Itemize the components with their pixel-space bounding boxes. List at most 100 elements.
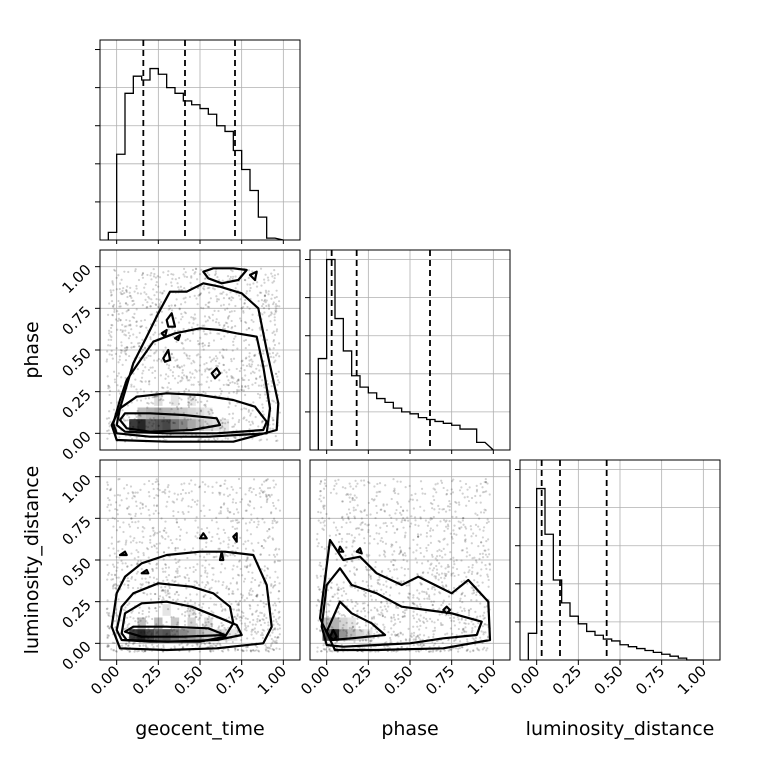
density-geocent_time-vs-luminosity_distance-sample bbox=[156, 532, 159, 535]
density-geocent_time-vs-phase-sample bbox=[122, 286, 125, 290]
density-phase-vs-luminosity_distance-sample bbox=[433, 642, 437, 645]
density-geocent_time-vs-phase-sample bbox=[231, 417, 234, 420]
density-geocent_time-vs-luminosity_distance-sample bbox=[122, 530, 125, 534]
density-geocent_time-vs-luminosity_distance-sample bbox=[234, 647, 237, 651]
density-geocent_time-vs-luminosity_distance-panel bbox=[99, 459, 301, 661]
density-geocent_time-vs-luminosity_distance-sample bbox=[211, 617, 214, 620]
density-geocent_time-vs-luminosity_distance-sample bbox=[107, 613, 110, 616]
density-geocent_time-vs-phase-sample bbox=[127, 337, 131, 340]
density-phase-vs-luminosity_distance-sample bbox=[419, 505, 422, 508]
density-geocent_time-vs-phase-sample bbox=[212, 437, 216, 440]
density-geocent_time-vs-phase-sample bbox=[133, 345, 136, 348]
density-phase-vs-luminosity_distance-sample bbox=[432, 635, 435, 638]
density-geocent_time-vs-luminosity_distance-sample bbox=[210, 610, 213, 613]
density-geocent_time-vs-phase-sample bbox=[227, 317, 230, 320]
density-phase-vs-luminosity_distance-sample bbox=[356, 609, 359, 612]
density-phase-vs-luminosity_distance-sample bbox=[409, 498, 412, 501]
density-geocent_time-vs-phase-sample bbox=[167, 381, 170, 385]
density-geocent_time-vs-luminosity_distance-sample bbox=[178, 559, 181, 562]
density-phase-vs-luminosity_distance-sample bbox=[346, 532, 349, 536]
density-geocent_time-vs-phase-sample bbox=[157, 357, 161, 361]
density-geocent_time-vs-phase-sample bbox=[184, 339, 187, 342]
density-geocent_time-vs-luminosity_distance-sample bbox=[124, 643, 128, 646]
density-phase-vs-luminosity_distance-sample bbox=[337, 597, 340, 600]
density-geocent_time-vs-luminosity_distance-sample bbox=[245, 646, 248, 649]
density-phase-vs-luminosity_distance-sample bbox=[400, 520, 403, 524]
density-geocent_time-vs-luminosity_distance-sample bbox=[106, 645, 109, 648]
density-geocent_time-vs-luminosity_distance-sample bbox=[243, 577, 247, 580]
density-geocent_time-vs-luminosity_distance-sample bbox=[149, 534, 152, 538]
density-phase-vs-luminosity_distance-sample bbox=[372, 615, 376, 618]
density-geocent_time-vs-luminosity_distance-sample bbox=[177, 593, 180, 597]
density-geocent_time-vs-phase-sample bbox=[182, 273, 185, 276]
density-geocent_time-vs-phase-sample bbox=[149, 274, 152, 277]
density-geocent_time-vs-phase-sample bbox=[251, 420, 254, 423]
density-geocent_time-vs-luminosity_distance-sample bbox=[271, 631, 274, 634]
density-phase-vs-luminosity_distance-sample bbox=[323, 524, 326, 527]
density-geocent_time-vs-phase-sample bbox=[243, 339, 246, 342]
density-geocent_time-vs-phase-sample bbox=[126, 404, 130, 407]
density-geocent_time-vs-phase-sample bbox=[215, 318, 218, 321]
density-geocent_time-vs-luminosity_distance-sample bbox=[161, 536, 164, 539]
density-geocent_time-vs-phase-sample bbox=[107, 429, 110, 432]
density-geocent_time-vs-luminosity_distance-sample bbox=[249, 533, 253, 536]
density-geocent_time-vs-luminosity_distance-sample bbox=[110, 578, 113, 581]
density-geocent_time-vs-luminosity_distance-sample bbox=[116, 540, 120, 543]
density-geocent_time-vs-luminosity_distance-sample bbox=[272, 639, 275, 642]
density-geocent_time-vs-phase-sample bbox=[109, 291, 113, 294]
density-geocent_time-vs-phase-sample bbox=[129, 323, 132, 326]
density-phase-vs-luminosity_distance-sample bbox=[441, 623, 444, 626]
density-geocent_time-vs-luminosity_distance-sample bbox=[176, 571, 179, 575]
density-geocent_time-vs-phase-sample bbox=[219, 387, 222, 390]
density-geocent_time-vs-luminosity_distance-sample bbox=[261, 490, 264, 493]
density-phase-vs-luminosity_distance-sample bbox=[461, 519, 464, 522]
density-phase-vs-luminosity_distance-sample bbox=[381, 540, 384, 543]
density-geocent_time-vs-phase-sample bbox=[170, 281, 173, 284]
density-geocent_time-vs-phase-sample bbox=[139, 292, 143, 295]
density-geocent_time-vs-phase-sample bbox=[131, 304, 134, 307]
density-geocent_time-vs-luminosity_distance-sample bbox=[232, 608, 235, 611]
density-geocent_time-vs-phase-sample bbox=[180, 341, 183, 345]
density-geocent_time-vs-luminosity_distance-sample bbox=[200, 614, 203, 617]
density-geocent_time-vs-luminosity_distance-sample bbox=[225, 585, 228, 588]
density-phase-vs-luminosity_distance-sample bbox=[396, 527, 399, 531]
density-phase-vs-luminosity_distance-sample bbox=[470, 620, 473, 623]
density-phase-vs-luminosity_distance-sample bbox=[318, 629, 322, 632]
density-geocent_time-vs-phase-sample bbox=[186, 357, 189, 360]
density-geocent_time-vs-phase-sample bbox=[190, 403, 193, 406]
density-geocent_time-vs-luminosity_distance-sample bbox=[144, 644, 147, 647]
density-geocent_time-vs-luminosity_distance-sample bbox=[205, 541, 208, 544]
density-geocent_time-vs-luminosity_distance-sample bbox=[253, 507, 256, 510]
density-geocent_time-vs-phase-sample bbox=[231, 375, 234, 379]
density-geocent_time-vs-phase-sample bbox=[265, 364, 269, 367]
density-geocent_time-vs-luminosity_distance-sample bbox=[236, 613, 239, 616]
density-phase-vs-luminosity_distance-sample bbox=[439, 520, 442, 523]
xtick-label-phase-0: 0.00 bbox=[297, 662, 333, 698]
density-geocent_time-vs-luminosity_distance-sample bbox=[255, 526, 259, 529]
density-geocent_time-vs-luminosity_distance-sample bbox=[239, 500, 242, 504]
density-phase-vs-luminosity_distance-sample bbox=[416, 499, 419, 502]
density-phase-vs-luminosity_distance-sample bbox=[392, 630, 395, 633]
density-phase-vs-luminosity_distance-sample bbox=[388, 594, 391, 597]
density-geocent_time-vs-luminosity_distance-sample bbox=[107, 645, 110, 648]
density-phase-vs-luminosity_distance-sample bbox=[382, 592, 385, 596]
density-geocent_time-vs-phase-density-cell-19 bbox=[195, 407, 205, 420]
density-geocent_time-vs-phase-sample bbox=[181, 422, 184, 426]
density-geocent_time-vs-phase-sample bbox=[227, 325, 230, 328]
density-phase-vs-luminosity_distance-sample bbox=[444, 510, 448, 513]
density-geocent_time-vs-luminosity_distance-sample bbox=[275, 620, 278, 623]
density-geocent_time-vs-phase-sample bbox=[164, 346, 167, 349]
density-geocent_time-vs-luminosity_distance-sample bbox=[108, 554, 112, 557]
density-geocent_time-vs-phase-sample bbox=[112, 305, 115, 308]
density-geocent_time-vs-luminosity_distance-contour-8 bbox=[218, 550, 225, 562]
density-geocent_time-vs-luminosity_distance-sample bbox=[275, 547, 278, 550]
density-geocent_time-vs-luminosity_distance-sample bbox=[183, 600, 186, 603]
density-geocent_time-vs-phase-contour-4 bbox=[202, 267, 248, 285]
density-geocent_time-vs-luminosity_distance-sample bbox=[231, 592, 234, 595]
hist-luminosity_distance-step-line bbox=[527, 487, 704, 661]
density-geocent_time-vs-phase-contour-2 bbox=[112, 327, 272, 438]
density-phase-vs-luminosity_distance-sample bbox=[462, 523, 465, 526]
density-geocent_time-vs-phase-sample bbox=[221, 424, 224, 428]
ytick-label-phase-3: 0.75 bbox=[58, 302, 94, 338]
density-phase-vs-luminosity_distance-sample bbox=[380, 611, 383, 614]
